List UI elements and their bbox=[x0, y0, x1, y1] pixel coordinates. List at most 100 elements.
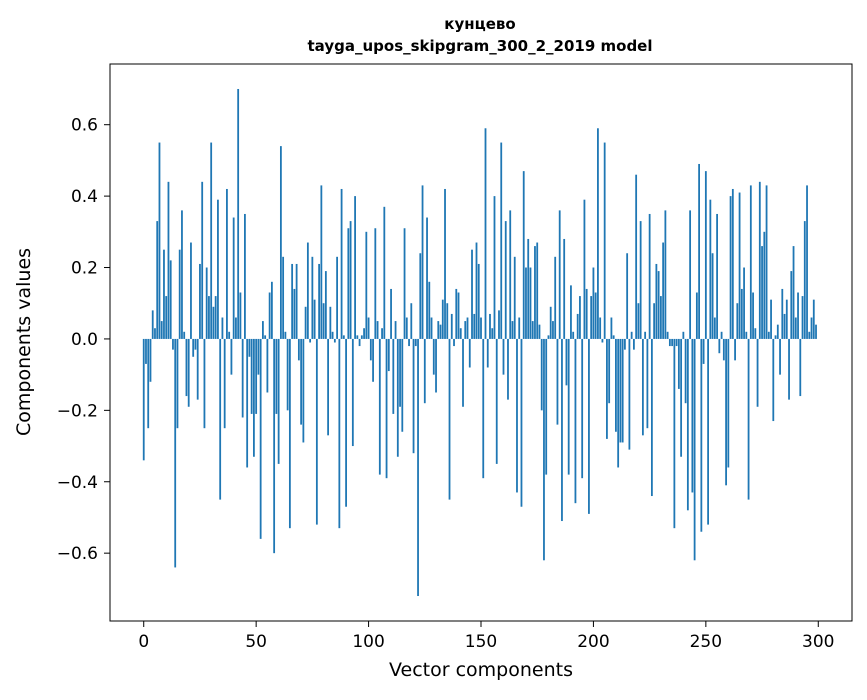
bar bbox=[405, 317, 408, 339]
bar bbox=[525, 267, 527, 339]
bar bbox=[702, 338, 705, 364]
bar bbox=[520, 338, 523, 507]
bar bbox=[338, 338, 341, 529]
bar bbox=[491, 328, 494, 339]
bar bbox=[318, 263, 321, 339]
bar bbox=[718, 338, 721, 354]
bar bbox=[664, 210, 667, 339]
bar bbox=[192, 338, 195, 357]
bar bbox=[590, 296, 593, 339]
plot-frame bbox=[109, 63, 853, 622]
bar bbox=[333, 338, 336, 343]
bar bbox=[788, 338, 790, 400]
bar bbox=[711, 253, 714, 339]
bar bbox=[803, 221, 806, 339]
bar bbox=[767, 331, 770, 339]
bar bbox=[592, 267, 595, 339]
bar bbox=[806, 185, 808, 339]
bar bbox=[810, 317, 813, 339]
bar bbox=[765, 185, 768, 339]
bar bbox=[603, 142, 606, 339]
x-axis-ticks: 0 50 100 150 200 250 300 bbox=[138, 621, 834, 652]
bar bbox=[414, 338, 417, 347]
bar bbox=[511, 321, 514, 339]
bar bbox=[235, 317, 237, 339]
bar bbox=[774, 335, 777, 339]
bar bbox=[145, 338, 147, 364]
bar bbox=[545, 338, 548, 475]
bar bbox=[567, 338, 570, 475]
bar bbox=[199, 263, 201, 339]
bar bbox=[320, 185, 323, 339]
bar bbox=[783, 313, 786, 339]
bar bbox=[253, 338, 255, 457]
bar bbox=[763, 231, 766, 339]
bar bbox=[700, 338, 703, 532]
bar bbox=[183, 331, 186, 339]
bar bbox=[482, 338, 485, 479]
y-tick-label: 0.2 bbox=[71, 259, 98, 279]
bar bbox=[534, 246, 536, 339]
bar bbox=[729, 196, 732, 339]
bar bbox=[662, 242, 665, 339]
bar bbox=[154, 328, 156, 339]
bar bbox=[396, 338, 399, 457]
bar bbox=[383, 206, 386, 339]
bar bbox=[547, 335, 550, 339]
bar bbox=[538, 324, 541, 339]
bar bbox=[738, 192, 741, 339]
bar bbox=[794, 317, 797, 339]
bar bbox=[187, 338, 190, 407]
bar bbox=[270, 281, 273, 339]
bar bbox=[540, 338, 543, 411]
bar bbox=[354, 196, 356, 339]
bar bbox=[740, 288, 743, 339]
bar bbox=[185, 338, 188, 397]
bar bbox=[372, 338, 374, 382]
bar bbox=[306, 242, 309, 339]
bar bbox=[208, 296, 210, 339]
bar bbox=[300, 338, 303, 425]
bar bbox=[151, 310, 154, 339]
bar bbox=[293, 288, 296, 339]
bar bbox=[666, 331, 669, 339]
bar bbox=[324, 271, 327, 339]
bar bbox=[599, 317, 602, 339]
bar bbox=[237, 88, 240, 339]
bar bbox=[291, 263, 294, 339]
bar bbox=[693, 338, 696, 561]
bar bbox=[466, 317, 469, 339]
bar bbox=[230, 338, 233, 375]
bar bbox=[513, 256, 516, 339]
bar bbox=[574, 338, 577, 504]
bar bbox=[527, 238, 530, 339]
bar bbox=[522, 171, 525, 339]
bar bbox=[428, 281, 431, 339]
bar bbox=[217, 199, 219, 339]
bar bbox=[430, 317, 433, 339]
bar bbox=[621, 338, 624, 443]
bar bbox=[282, 256, 285, 339]
bar bbox=[302, 338, 305, 443]
bar bbox=[259, 338, 262, 539]
bar bbox=[583, 199, 586, 339]
bar bbox=[761, 246, 763, 339]
bar bbox=[432, 338, 435, 375]
bar bbox=[565, 338, 568, 386]
bar bbox=[149, 338, 152, 382]
bar bbox=[781, 288, 784, 339]
y-axis-ticks: −0.6 −0.4 −0.2 0.0 0.2 0.4 0.6 bbox=[57, 116, 110, 564]
bar bbox=[709, 199, 712, 339]
bar bbox=[554, 256, 557, 339]
bar bbox=[477, 263, 480, 339]
bar bbox=[502, 338, 505, 375]
bar bbox=[351, 338, 354, 447]
bar bbox=[356, 335, 359, 339]
bar bbox=[722, 338, 725, 361]
bar bbox=[468, 338, 471, 368]
bar bbox=[695, 292, 698, 339]
bar bbox=[169, 260, 172, 339]
bar bbox=[581, 338, 584, 479]
bar bbox=[329, 306, 332, 339]
